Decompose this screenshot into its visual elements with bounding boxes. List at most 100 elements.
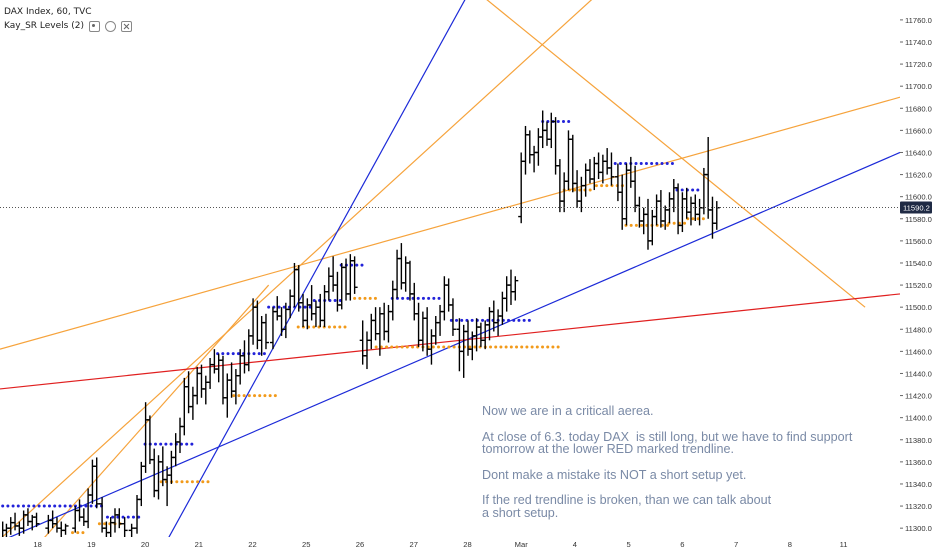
support-dot	[373, 296, 377, 300]
resistance-dot	[670, 162, 674, 166]
resistance-dot	[416, 296, 420, 300]
blue-trendline	[166, 0, 466, 542]
orange-trendline	[0, 96, 901, 350]
close-icon[interactable]	[120, 20, 132, 32]
indicator-title: Kay_SR Levels (2)	[4, 21, 84, 31]
time-tick-label: 7	[734, 540, 738, 549]
price-tick-label: 11560.00	[905, 237, 932, 246]
support-dot	[520, 345, 524, 349]
support-dot	[504, 345, 508, 349]
resistance-dot	[16, 504, 20, 508]
resistance-dot	[660, 162, 664, 166]
chart-annotation[interactable]: Now we are in a criticall aerea. At clos…	[482, 405, 852, 533]
price-tick-label: 11340.00	[905, 480, 932, 489]
resistance-dot	[639, 162, 643, 166]
resistance-dot	[437, 296, 441, 300]
price-tick-label: 11500.00	[905, 303, 932, 312]
support-dot	[447, 345, 451, 349]
support-dot	[600, 184, 604, 188]
resistance-dot	[522, 318, 526, 322]
resistance-dot	[236, 352, 240, 356]
support-dot	[206, 480, 210, 484]
resistance-dot	[47, 504, 51, 508]
price-tick-label: 11700.00	[905, 82, 932, 91]
support-dot	[683, 221, 687, 225]
resistance-dot	[63, 504, 67, 508]
resistance-dot	[618, 162, 622, 166]
resistance-dot	[512, 318, 516, 322]
price-tick-label: 11400.00	[905, 414, 932, 423]
price-tick-label: 11640.00	[905, 148, 932, 157]
support-dot	[660, 223, 664, 227]
resistance-dot	[680, 188, 684, 192]
price-tick-label: 11760.00	[905, 16, 932, 25]
price-tick-label: 11680.00	[905, 104, 932, 113]
resistance-dot	[691, 188, 695, 192]
resistance-dot	[401, 296, 405, 300]
orange-trendline	[42, 284, 270, 540]
time-tick-label: 8	[788, 540, 792, 549]
resistance-dot	[556, 120, 560, 124]
resistance-dot	[252, 352, 256, 356]
resistance-dot	[634, 162, 638, 166]
time-tick-label: 21	[195, 540, 203, 549]
support-dot	[666, 223, 670, 227]
support-dot	[196, 480, 200, 484]
trendlines[interactable]	[0, 0, 901, 542]
support-dot	[473, 345, 477, 349]
resistance-dot	[153, 442, 157, 446]
support-dot	[594, 184, 598, 188]
support-dot	[343, 325, 347, 329]
support-dot	[180, 480, 184, 484]
symbol-legend-row[interactable]: DAX Index, 60, TVC	[4, 5, 132, 19]
resistance-dot	[131, 515, 135, 519]
support-dot	[175, 480, 179, 484]
resistance-dot	[696, 188, 700, 192]
resistance-dot	[449, 318, 453, 322]
resistance-dot	[567, 120, 571, 124]
support-dot	[374, 345, 378, 349]
resistance-dot	[1, 504, 5, 508]
resistance-dot	[527, 318, 531, 322]
support-dot	[385, 345, 389, 349]
time-tick-label: 19	[87, 540, 95, 549]
resistance-dot	[21, 504, 25, 508]
annotation-line-1: Now we are in a criticall aerea.	[482, 404, 654, 418]
settings-icon[interactable]	[104, 20, 116, 32]
resistance-dot	[655, 162, 659, 166]
time-axis[interactable]: 18 19 20 21 22 25 26 27 28 Mar 4 5 6 7 8 11	[0, 537, 932, 550]
indicator-legend-row[interactable]: Kay_SR Levels (2)	[4, 19, 132, 33]
support-dot	[263, 394, 267, 398]
time-axis-background	[0, 537, 932, 550]
price-tick-label: 11420.00	[905, 392, 932, 401]
resistance-dot	[126, 515, 130, 519]
resistance-dot	[517, 318, 521, 322]
support-dot	[691, 217, 695, 221]
orange-trendline	[486, 0, 866, 308]
price-tick-label: 11460.00	[905, 347, 932, 356]
time-tick-label: 11	[840, 540, 848, 549]
price-axis-background	[900, 0, 932, 537]
eye-icon[interactable]	[88, 20, 100, 32]
price-tick-label: 11480.00	[905, 325, 932, 334]
support-dot	[338, 325, 342, 329]
price-axis[interactable]: 11300.00 11320.00 11340.00 11360.00 11380.00…	[900, 0, 932, 537]
resistance-dot	[53, 504, 57, 508]
support-dot	[551, 345, 555, 349]
support-dot	[672, 221, 676, 225]
support-dot	[333, 325, 337, 329]
resistance-dot	[262, 352, 266, 356]
orange-trendline	[0, 0, 593, 540]
support-dot	[97, 522, 101, 526]
resistance-dot	[665, 162, 669, 166]
resistance-dot	[650, 162, 654, 166]
time-tick-label: 26	[356, 540, 364, 549]
support-dot	[296, 325, 300, 329]
ohlc-bars	[0, 110, 720, 544]
support-dot	[268, 394, 272, 398]
resistance-dot	[137, 515, 141, 519]
time-tick-label: 22	[248, 540, 256, 549]
time-tick-label: 6	[680, 540, 684, 549]
price-tick-label: 11540.00	[905, 259, 932, 268]
